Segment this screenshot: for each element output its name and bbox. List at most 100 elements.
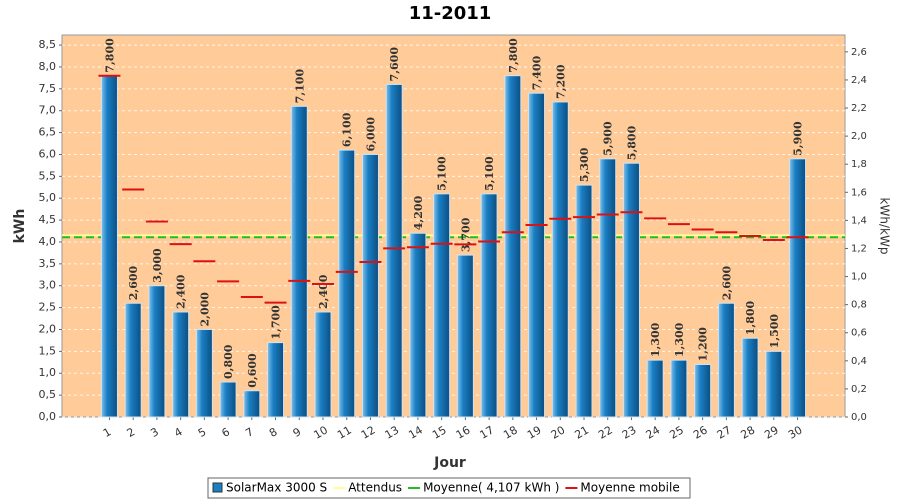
x-tick-label: 19 — [525, 423, 544, 441]
bar — [290, 105, 308, 418]
value-label: 5,100 — [483, 156, 496, 191]
y-tick-label: 7,5 — [39, 82, 57, 95]
value-label: 6,100 — [341, 112, 354, 147]
y2-tick-label: 2,2 — [851, 103, 867, 114]
legend-box — [207, 477, 691, 499]
bar — [694, 363, 712, 418]
bar — [717, 302, 735, 418]
value-label: 2,400 — [317, 274, 330, 309]
y2-tick-label: 0,0 — [851, 412, 867, 423]
y-tick-label: 5,5 — [39, 169, 57, 182]
value-label: 7,100 — [293, 69, 306, 104]
bar — [409, 232, 427, 418]
y2-tick-label: 2,0 — [851, 131, 867, 142]
x-tick-label: 10 — [311, 423, 330, 441]
legend-label: Attendus — [348, 481, 402, 495]
chart-title: 11-2011 — [409, 3, 492, 24]
x-tick-label: 9 — [291, 425, 304, 440]
value-label: 7,800 — [507, 38, 520, 73]
value-label: 5,900 — [792, 121, 805, 156]
y2-tick-label: 0,8 — [851, 300, 867, 311]
x-tick-label: 13 — [383, 423, 402, 441]
x-tick-label: 4 — [172, 425, 185, 440]
bar — [219, 381, 237, 418]
value-label: 2,600 — [720, 265, 733, 300]
value-label: 5,800 — [625, 125, 638, 160]
y-tick-label: 5,0 — [39, 191, 57, 204]
x-tick-label: 28 — [739, 423, 758, 441]
x-tick-label: 2 — [125, 425, 138, 440]
bar — [551, 101, 569, 418]
y2-tick-label: 2,6 — [851, 47, 867, 58]
bar — [504, 75, 522, 418]
value-label: 4,200 — [412, 195, 425, 230]
bar — [124, 302, 142, 418]
y2-tick-label: 1,8 — [851, 159, 867, 170]
bar — [622, 162, 640, 418]
bar — [243, 390, 261, 418]
bar — [789, 158, 807, 418]
x-tick-label: 8 — [267, 425, 280, 440]
value-label: 0,800 — [222, 344, 235, 379]
x-tick-label: 23 — [620, 423, 639, 441]
x-tick-label: 18 — [501, 423, 520, 441]
x-tick-label: 26 — [691, 423, 710, 441]
bar — [385, 83, 403, 418]
x-tick-label: 3 — [148, 425, 161, 440]
bar — [575, 184, 593, 418]
x-tick-label: 11 — [335, 423, 354, 441]
value-label: 7,400 — [531, 55, 544, 90]
y-tick-label: 8,0 — [39, 60, 57, 73]
bar — [267, 342, 285, 418]
value-label: 1,200 — [697, 327, 710, 362]
bar — [456, 254, 474, 418]
value-label: 2,400 — [175, 274, 188, 309]
value-label: 2,000 — [198, 292, 211, 327]
y2-tick-label: 0,6 — [851, 328, 867, 339]
x-tick-label: 6 — [220, 425, 233, 440]
x-tick-label: 16 — [454, 423, 473, 441]
legend: SolarMax 3000 S Attendus Moyenne( 4,107 kW… — [207, 477, 691, 499]
x-tick-label: 30 — [786, 423, 805, 441]
value-label: 5,300 — [578, 147, 591, 182]
value-label: 7,200 — [554, 64, 567, 99]
value-label: 1,300 — [673, 322, 686, 357]
legend-swatch — [212, 482, 223, 493]
y2-tick-label: 0,2 — [851, 384, 867, 395]
y2-tick-label: 1,6 — [851, 187, 867, 198]
bar — [338, 149, 356, 418]
y2-tick-label: 1,2 — [851, 243, 867, 254]
y-axis-title: kWh — [12, 209, 28, 244]
y-tick-label: 1,5 — [39, 344, 57, 357]
value-label: 1,800 — [744, 300, 757, 335]
y-tick-label: 2,0 — [39, 322, 57, 335]
y-tick-label: 4,5 — [39, 213, 57, 226]
x-tick-label: 1 — [101, 425, 114, 440]
y-tick-label: 2,5 — [39, 301, 57, 314]
y-tick-label: 8,5 — [39, 38, 57, 51]
bar — [433, 193, 451, 418]
bar — [646, 359, 664, 418]
x-tick-label: 14 — [406, 423, 425, 441]
x-tick-label: 21 — [572, 423, 591, 441]
x-tick-label: 27 — [715, 423, 734, 441]
y-tick-label: 4,0 — [39, 235, 57, 248]
x-tick-label: 29 — [762, 423, 781, 441]
bar — [100, 75, 118, 418]
y-tick-label: 6,5 — [39, 126, 57, 139]
bar — [172, 311, 190, 418]
y-tick-label: 0,5 — [39, 388, 57, 401]
value-label: 5,900 — [602, 121, 615, 156]
bar — [599, 158, 617, 418]
value-label: 7,600 — [388, 47, 401, 82]
legend-label: Moyenne( 4,107 kWh ) — [423, 481, 559, 495]
bar — [480, 193, 498, 418]
y-tick-label: 3,5 — [39, 257, 57, 270]
x-tick-label: 12 — [359, 423, 378, 441]
bar — [148, 285, 166, 418]
x-tick-label: 20 — [549, 423, 568, 441]
value-label: 3,000 — [151, 248, 164, 283]
value-label: 7,800 — [103, 38, 116, 73]
value-label: 5,100 — [436, 156, 449, 191]
